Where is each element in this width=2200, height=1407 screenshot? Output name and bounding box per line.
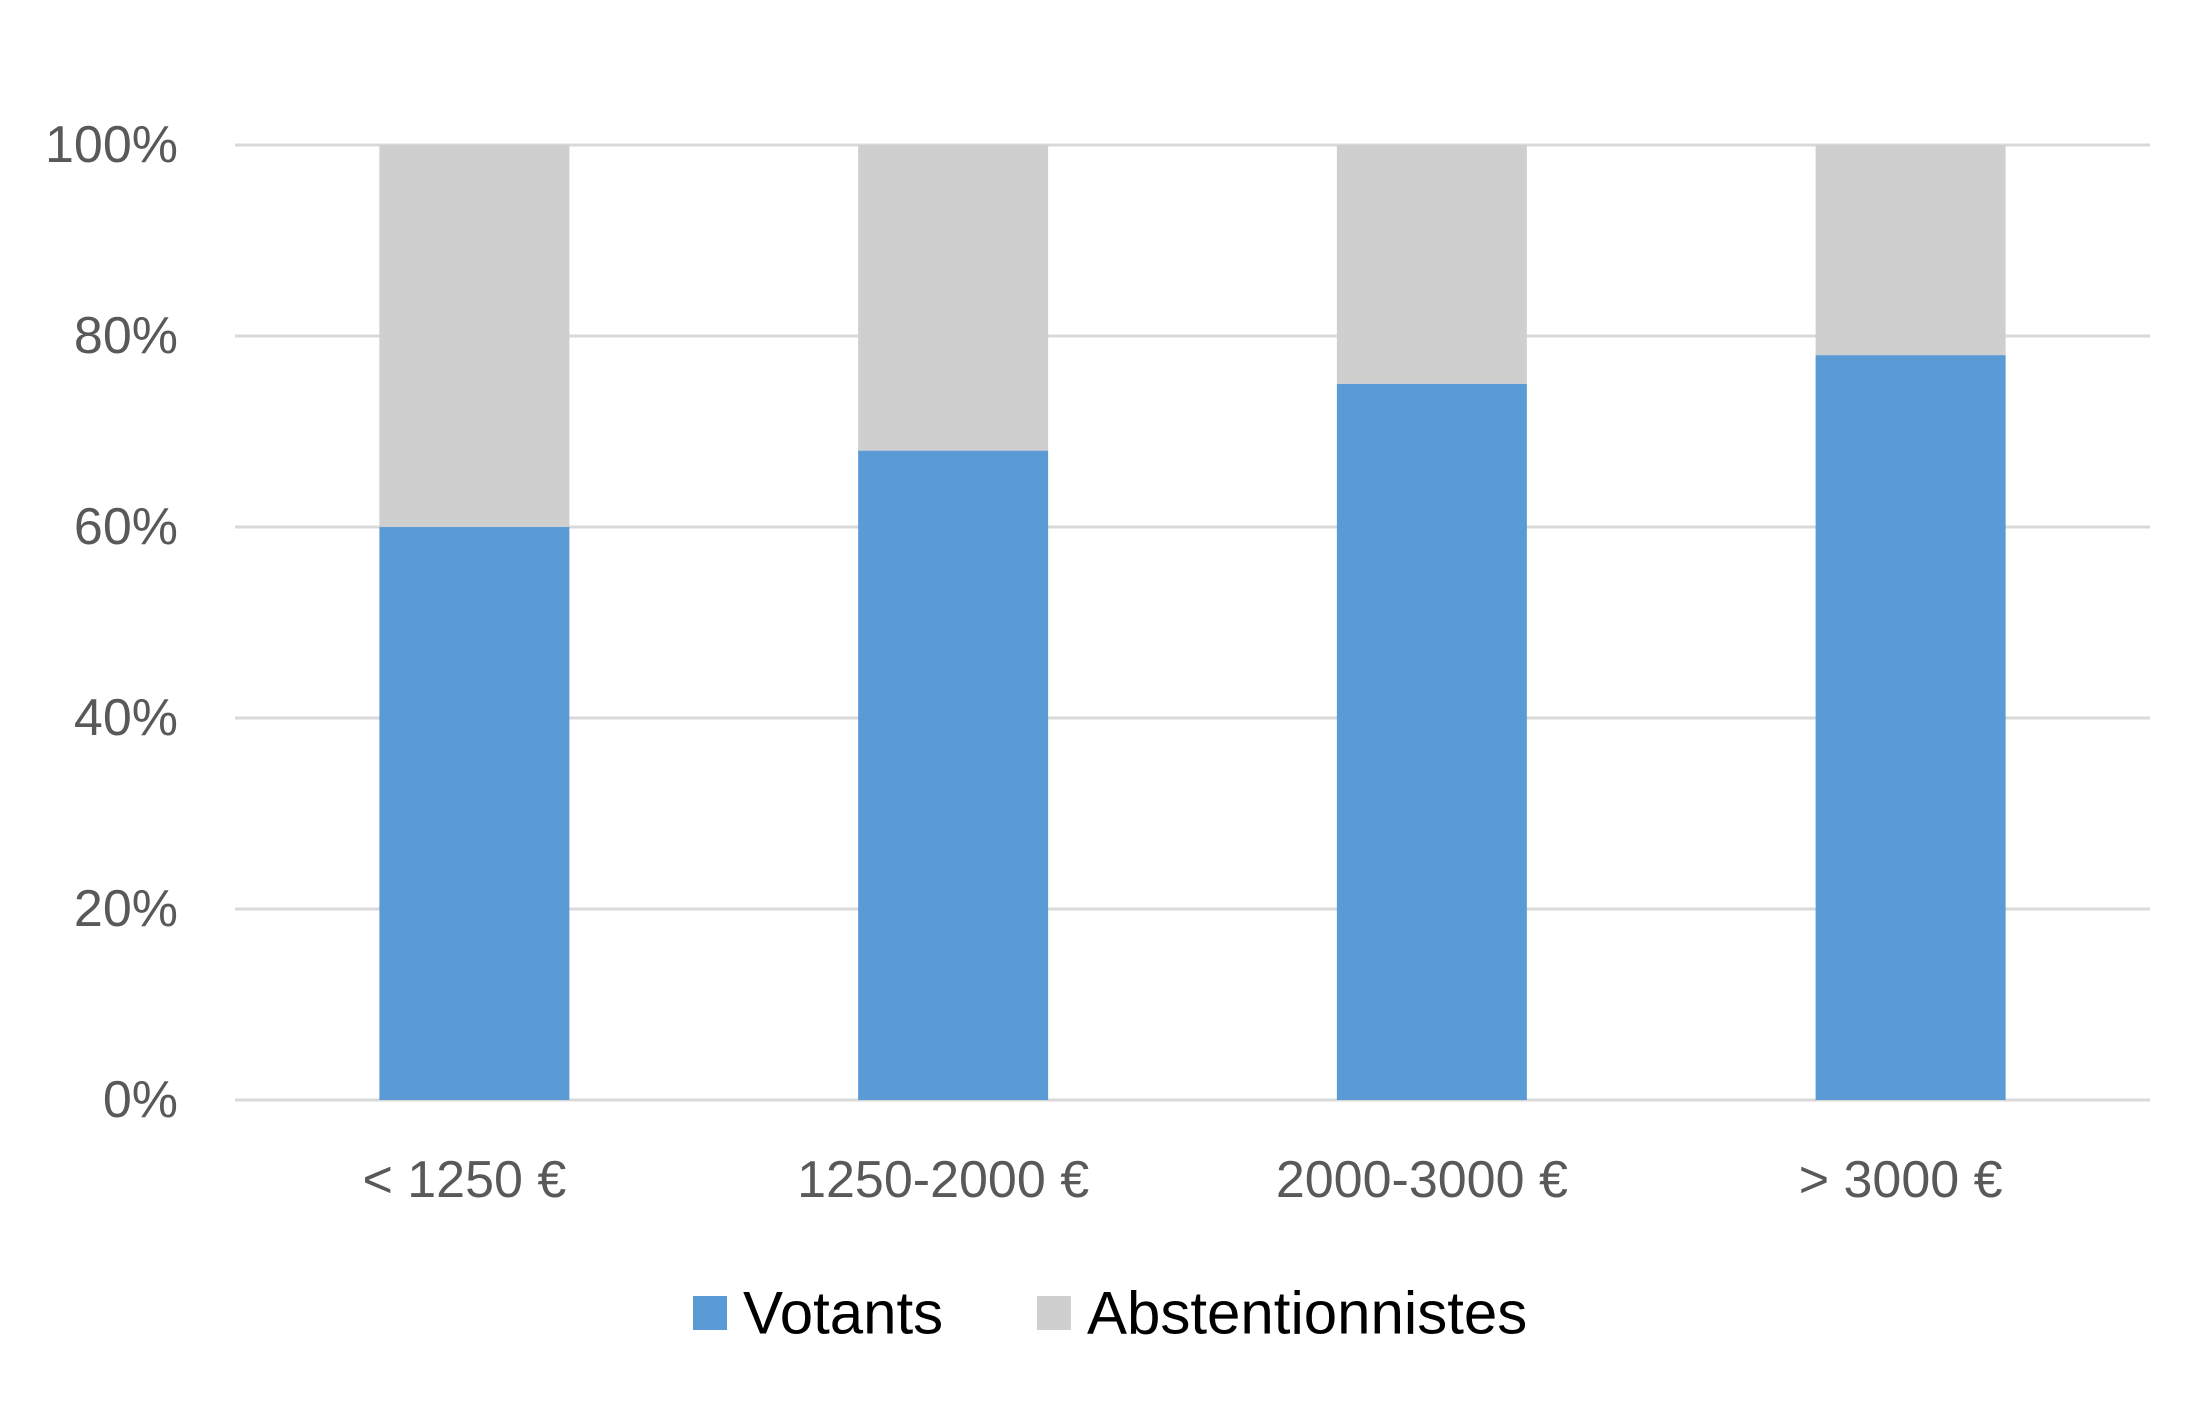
legend-item-votants: Votants <box>693 1280 943 1347</box>
legend-swatch <box>1037 1296 1071 1330</box>
x-tick-label: > 3000 € <box>1799 1151 2003 1209</box>
x-tick-label: 1250-2000 € <box>797 1151 1089 1209</box>
bar-votants-0 <box>379 527 570 1100</box>
bar-abstentionnistes-0 <box>379 145 570 527</box>
bar-votants-2 <box>1336 383 1527 1100</box>
y-tick-label: 0% <box>103 1071 178 1129</box>
y-tick-label: 20% <box>74 880 178 938</box>
x-tick-label: < 1250 € <box>362 1151 566 1209</box>
legend-swatch <box>693 1296 727 1330</box>
bar-abstentionnistes-3 <box>1815 145 2006 356</box>
legend-label: Abstentionnistes <box>1087 1280 1527 1347</box>
bars <box>379 145 2006 1101</box>
bar-abstentionnistes-2 <box>1336 145 1527 384</box>
y-tick-label: 40% <box>74 689 178 747</box>
y-tick-label: 80% <box>74 307 178 365</box>
y-tick-label: 100% <box>45 116 178 174</box>
x-tick-label: 2000-3000 € <box>1276 1151 1568 1209</box>
y-axis-tick-labels: 0% 20% 40% 60% 80% 100% <box>45 116 178 1129</box>
y-tick-label: 60% <box>74 498 178 556</box>
legend-item-abstentionnistes: Abstentionnistes <box>1037 1280 1527 1347</box>
x-axis-tick-labels: < 1250 € 1250-2000 € 2000-3000 € > 3000 € <box>362 1151 2002 1209</box>
bar-votants-1 <box>858 450 1049 1101</box>
bar-votants-3 <box>1815 355 2006 1101</box>
bar-abstentionnistes-1 <box>858 145 1049 451</box>
legend-label: Votants <box>743 1280 943 1347</box>
legend: Votants Abstentionnistes <box>693 1280 1527 1347</box>
